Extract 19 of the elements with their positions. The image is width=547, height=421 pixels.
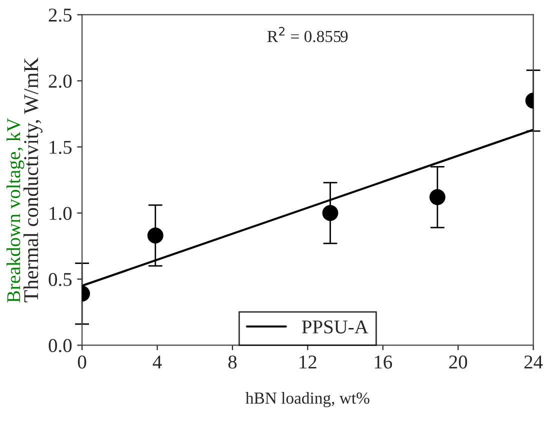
x-tick-label: 16 bbox=[374, 356, 392, 369]
y-tick-label: 2.0 bbox=[48, 74, 72, 88]
x-tick-label: 24 bbox=[524, 356, 543, 368]
legend-label: PPSU-A bbox=[302, 320, 368, 334]
y-tick-label: 1.0 bbox=[50, 206, 72, 220]
y-tick-label: 1.5 bbox=[50, 140, 72, 154]
x-tick-label: 8 bbox=[228, 356, 237, 369]
y-tick-label: 2.5 bbox=[48, 8, 72, 22]
x-tick-label: 0 bbox=[78, 356, 86, 369]
y-tick-label: 0.5 bbox=[48, 272, 72, 286]
x-tick-label: 20 bbox=[449, 356, 468, 369]
x-tick-label: 12 bbox=[300, 356, 316, 368]
point bbox=[322, 205, 338, 222]
x-axis-title: hBN loading, wt% bbox=[246, 392, 370, 408]
y-tick-label: 0.0 bbox=[48, 339, 72, 352]
y-axis-title: Thermal conductivity, W/mK bbox=[24, 58, 42, 302]
text: Breakdown voltage, kV bbox=[6, 118, 24, 303]
annotation: R$^{2}$ = 0.8559 bbox=[267, 26, 348, 42]
x-tick-label: 4 bbox=[152, 356, 162, 368]
